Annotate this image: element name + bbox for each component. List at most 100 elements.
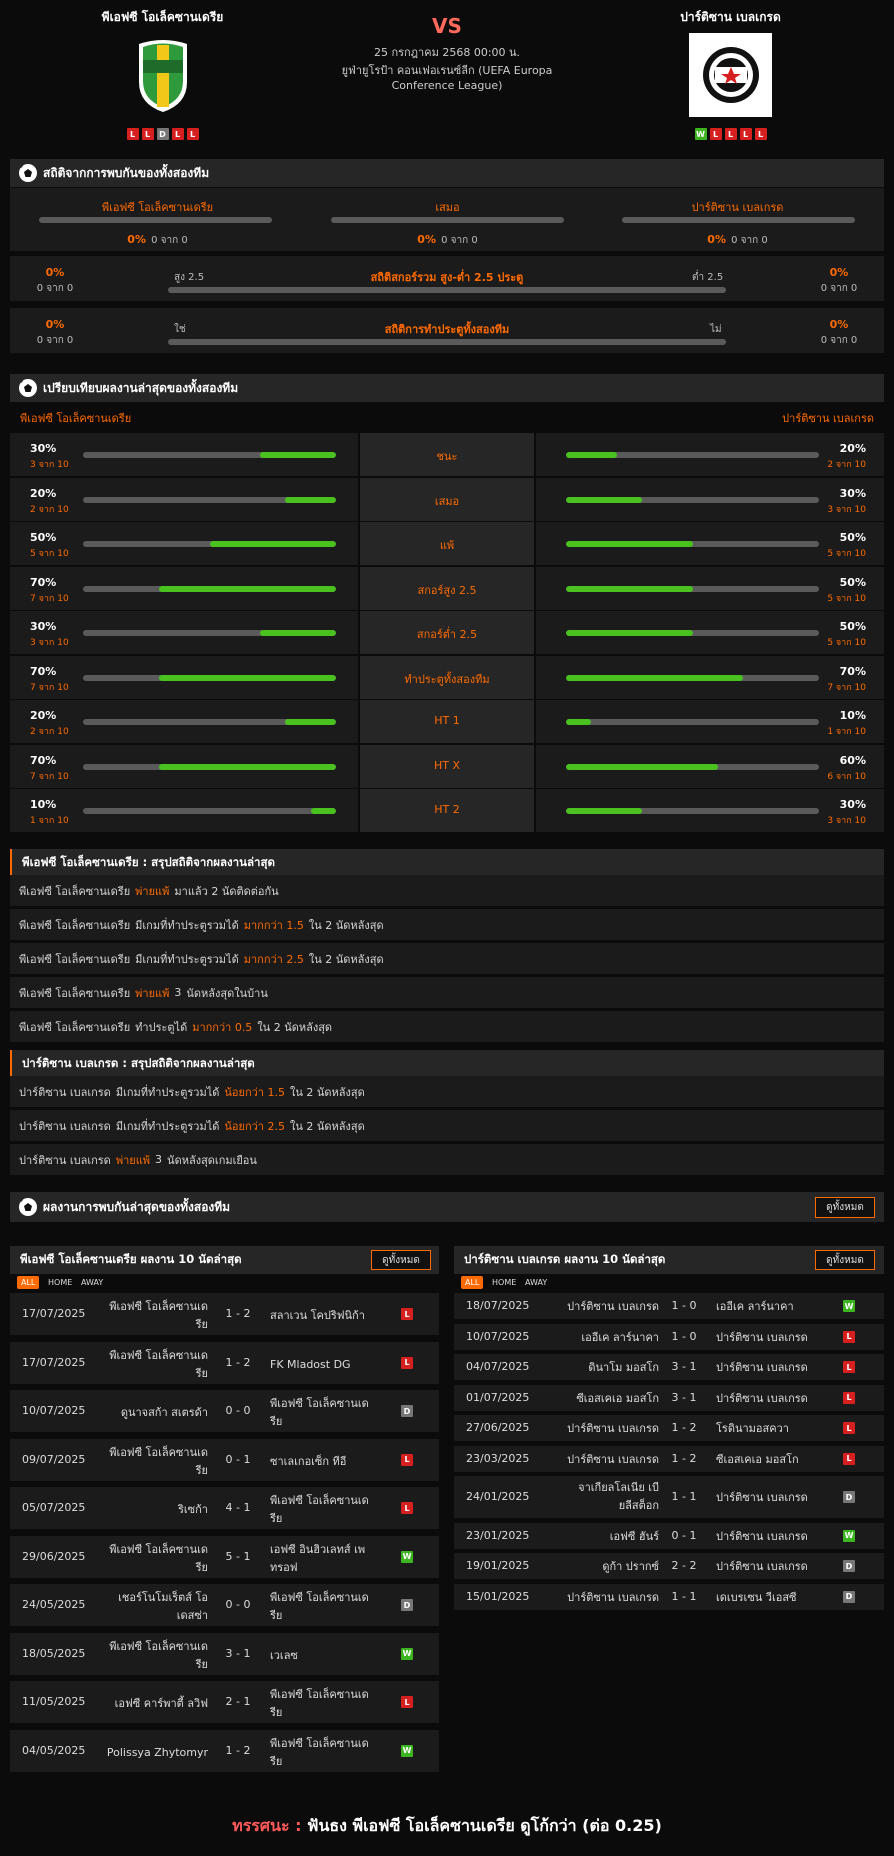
result-away[interactable]: ปาร์ติซาน เบลเกรด [716,1390,836,1408]
result-home-line2: ยลีสต็อก [618,1499,659,1512]
away-pct: 60% [839,753,866,767]
result-badge: W [843,1300,855,1312]
home-bar [83,808,336,814]
result-row[interactable]: 04/07/2025 ดินาโม มอสโก 3 - 1 ปาร์ติซาน เบล… [454,1354,884,1380]
result-away[interactable]: พีเอฟซี โอเล็คซานเด รีย [270,1589,390,1625]
tab-away[interactable]: AWAY [525,1278,548,1287]
recent-h2h-view-all-button[interactable]: ดูทั้งหมด [815,1197,875,1218]
result-home-line1: เอฟซี ฮันร์ [609,1529,659,1543]
home-last-view-all-button[interactable]: ดูทั้งหมด [371,1250,431,1270]
tab-all[interactable]: ALL [461,1276,484,1289]
compare-row-left: 20% 2 จาก 10 [10,700,358,743]
result-row[interactable]: 05/07/2025 ริเซก้า 4 - 1 พีเอฟซี โอเล็คซานเ… [10,1487,439,1529]
result-row[interactable]: 17/07/2025 พีเอฟซี โอเล็คซานเด รีย 1 - 2 สลา… [10,1293,439,1335]
result-home[interactable]: ดินาโม มอสโก [534,1359,659,1377]
compare-row: 70% 7 จาก 10 ทำประตูทั้งสองทีม 70% 7 จาก 10 [10,655,884,699]
result-badge: D [843,1590,855,1603]
result-row[interactable]: 19/01/2025 ดูก้า ปรากซ์ 2 - 2 ปาร์ติซาน เบล… [454,1553,884,1579]
result-away[interactable]: เดเบรเซน วีเอสซี [716,1589,836,1607]
result-home[interactable]: ดูก้า ปรากซ์ [534,1558,659,1576]
result-home[interactable]: ปาร์ติซาน เบลเกรด [534,1298,659,1316]
result-home[interactable]: ปาร์ติซาน เบลเกรด [534,1420,659,1438]
league-line1[interactable]: ยูฟ่ายูโรป้า คอนเฟอเรนซ์ลีก (UEFA Europa [341,64,553,77]
result-home[interactable]: เอฟซี คาร์พาตี้ ลวิฟ [76,1695,208,1713]
result-away[interactable]: ปาร์ติซาน เบลเกรด [716,1359,836,1377]
home-last-title: พีเอฟซี โอเล็คซานเดรีย ผลงาน 10 นัดล่าสุ… [20,1252,242,1266]
result-away[interactable]: โรดินามอสควา [716,1420,836,1438]
h2h-away-stat: 0% 0 จาก 0 [620,228,855,248]
result-home[interactable]: เอฟซี ฮันร์ [534,1528,659,1546]
away-of: 2 จาก 10 [827,460,866,470]
result-date: 05/07/2025 [22,1501,86,1514]
result-home[interactable]: ปาร์ติซาน เบลเกรด [534,1451,659,1469]
result-away[interactable]: เออีเค ลาร์นาคา [716,1298,836,1316]
result-home[interactable]: พีเอฟซี โอเล็คซานเด รีย [76,1638,208,1674]
tab-home[interactable]: HOME [48,1278,73,1287]
result-away[interactable]: เอฟซี อินฮิวเลทส์ เพ ทรอฟ [270,1541,390,1577]
result-row[interactable]: 15/01/2025 ปาร์ติซาน เบลเกรด 1 - 1 เดเบรเซน… [454,1583,884,1610]
result-home[interactable]: ซีเอสเคเอ มอสโก [534,1390,659,1408]
result-date: 17/07/2025 [22,1355,86,1369]
result-away[interactable]: พีเอฟซี โอเล็คซานเด รีย [270,1735,390,1771]
result-away-line1: ปาร์ติซาน เบลเกรด [716,1560,808,1573]
summary-part: น้อยกว่า 2.5 [224,1119,285,1133]
h2h-away-of: 0 จาก 0 [731,235,768,246]
result-row[interactable]: 18/05/2025 พีเอฟซี โอเล็คซานเด รีย 3 - 1 เวเ… [10,1632,439,1675]
result-row[interactable]: 10/07/2025 ดูนาจสก้า สเตรด้า 0 - 0 พีเอฟซี … [10,1390,439,1432]
summary-part: มีเกมที่ทำประตูรวมได้ [115,1085,220,1099]
away-team-name[interactable]: ปาร์ติซาน เบลเกรด [680,10,781,24]
result-row[interactable]: 09/07/2025 พีเอฟซี โอเล็คซานเด รีย 0 - 1 ซาเ… [10,1438,439,1481]
result-home[interactable]: เออีเค ลาร์นาคา [534,1329,659,1347]
result-row[interactable]: 01/07/2025 ซีเอสเคเอ มอสโก 3 - 1 ปาร์ติซาน … [454,1384,884,1411]
away-bar [566,763,819,770]
away-last-view-all-button[interactable]: ดูทั้งหมด [815,1250,875,1270]
ou-title: สถิติสกอร์รวม สูง-ต่ำ 2.5 ประตู [370,271,524,284]
home-pct: 20% [30,486,57,500]
result-home[interactable]: พีเอฟซี โอเล็คซานเด รีย [76,1347,208,1383]
tab-all[interactable]: ALL [17,1276,40,1289]
result-away[interactable]: พีเอฟซี โอเล็คซานเด รีย [270,1686,390,1722]
result-away[interactable]: ซีเอสเคเอ มอสโก [716,1451,836,1469]
h2h-draw-of: 0 จาก 0 [441,235,478,246]
result-row[interactable]: 18/07/2025 ปาร์ติซาน เบลเกรด 1 - 0 เออีเค ล… [454,1293,884,1319]
result-away[interactable]: เวเลซ [270,1647,390,1665]
tab-home[interactable]: HOME [492,1278,517,1287]
result-row[interactable]: 29/06/2025 พีเอฟซี โอเล็คซานเด รีย 5 - 1 เอฟ… [10,1535,439,1578]
result-away[interactable]: ปาร์ติซาน เบลเกรด [716,1558,836,1576]
result-away[interactable]: ปาร์ติซาน เบลเกรด [716,1528,836,1546]
result-away[interactable]: FK Mladost DG [270,1356,390,1374]
result-away[interactable]: ปาร์ติซาน เบลเกรด [716,1489,836,1507]
result-home[interactable]: ดูนาจสก้า สเตรด้า [76,1404,208,1422]
result-home[interactable]: Polissya Zhytomyr [76,1744,208,1762]
result-row[interactable]: 17/07/2025 พีเอฟซี โอเล็คซานเด รีย 1 - 2 FK … [10,1341,439,1384]
result-away[interactable]: สลาเวน โคปริฟนิก้า [270,1307,390,1325]
result-row[interactable]: 11/05/2025 เอฟซี คาร์พาตี้ ลวิฟ 2 - 1 พีเอฟ… [10,1681,439,1723]
result-row[interactable]: 23/03/2025 ปาร์ติซาน เบลเกรด 1 - 2 ซีเอสเคเ… [454,1445,884,1472]
home-last-header: พีเอฟซี โอเล็คซานเดรีย ผลงาน 10 นัดล่าสุ… [10,1246,439,1274]
home-bar [83,585,336,592]
compare-row-mid: HT 2 [360,789,534,832]
home-team-name[interactable]: พีเอฟซี โอเล็คซานเดรีย [101,10,224,24]
result-date: 11/05/2025 [22,1695,86,1708]
result-home[interactable]: ปาร์ติซาน เบลเกรด [534,1589,659,1607]
result-home[interactable]: ริเซก้า [76,1501,208,1519]
result-row[interactable]: 24/01/2025 จาเกียลโลเนีย เบี ยลีสต็อก 1 - 1… [454,1476,884,1518]
result-away[interactable]: พีเอฟซี โอเล็คซานเด รีย [270,1395,390,1431]
result-row[interactable]: 04/05/2025 Polissya Zhytomyr 1 - 2 พีเอฟซี … [10,1729,439,1772]
result-row[interactable]: 10/07/2025 เออีเค ลาร์นาคา 1 - 0 ปาร์ติซาน … [454,1323,884,1350]
result-away[interactable]: พีเอฟซี โอเล็คซานเด รีย [270,1492,390,1528]
result-row[interactable]: 27/06/2025 ปาร์ติซาน เบลเกรด 1 - 2 โรดินามอ… [454,1415,884,1441]
tab-away[interactable]: AWAY [81,1278,104,1287]
result-row[interactable]: 23/01/2025 เอฟซี ฮันร์ 0 - 1 ปาร์ติซาน เบลเ… [454,1522,884,1549]
result-away[interactable]: ปาร์ติซาน เบลเกรด [716,1329,836,1347]
result-home[interactable]: พีเอฟซี โอเล็คซานเด รีย [76,1541,208,1577]
league-line2[interactable]: Conference League) [391,79,503,92]
compare-row-label: HT X [433,758,461,772]
result-home[interactable]: พีเอฟซี โอเล็คซานเด รีย [76,1298,208,1334]
result-home[interactable]: เชอร์โนโมเร็ตส์ โอ เดสซ่า [76,1589,208,1625]
result-away[interactable]: ซาเลเกอเซ็ก ทีอี [270,1453,390,1471]
result-home[interactable]: จาเกียลโลเนีย เบี ยลีสต็อก [534,1479,659,1515]
result-home[interactable]: พีเอฟซี โอเล็คซานเด รีย [76,1444,208,1480]
